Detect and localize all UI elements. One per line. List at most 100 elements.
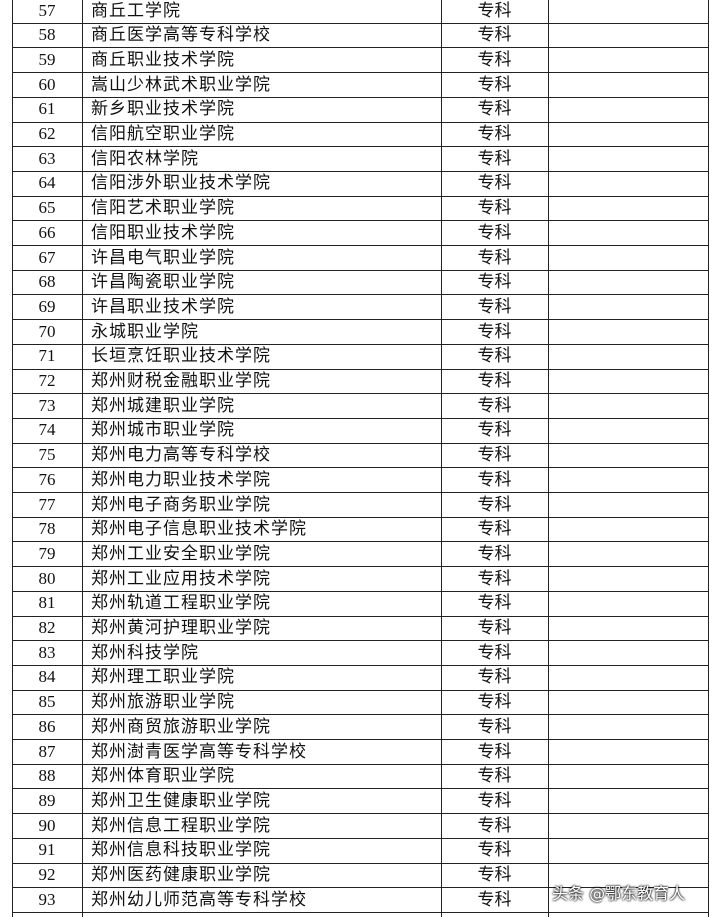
school-level: 专科: [477, 74, 512, 94]
row-border: [12, 146, 709, 147]
school-name: 新乡职业技术学院: [91, 99, 235, 119]
school-level: 专科: [477, 247, 512, 267]
school-name: 郑州轨道工程职业学院: [91, 593, 271, 613]
row-border: [12, 541, 709, 542]
row-number: 64: [38, 173, 56, 193]
school-name: 永城职业学院: [91, 321, 199, 341]
school-name: 商丘医学高等专科学校: [91, 25, 271, 45]
row-border: [12, 566, 709, 567]
row-border: [12, 72, 709, 73]
school-name: 郑州城市职业学院: [91, 420, 235, 440]
row-border: [12, 690, 709, 691]
column-border: [708, 0, 709, 917]
school-name: 郑州城建职业学院: [91, 395, 235, 415]
school-name: 郑州黄河护理职业学院: [91, 618, 271, 637]
row-border: [12, 344, 709, 345]
row-number: 75: [38, 445, 56, 465]
row-number: 73: [38, 395, 56, 415]
row-border: [12, 245, 709, 246]
school-level: 专科: [477, 173, 512, 193]
row-border: [12, 739, 709, 740]
school-level: 专科: [477, 667, 512, 687]
school-level: 专科: [477, 371, 512, 390]
school-name: 信阳航空职业学院: [91, 124, 235, 143]
row-number: 86: [38, 716, 56, 736]
row-number: 67: [38, 247, 56, 267]
row-number: 57: [38, 0, 56, 20]
row-number: 79: [38, 543, 56, 563]
row-border: [12, 764, 709, 765]
row-number: 72: [38, 371, 56, 390]
school-level: 专科: [477, 25, 512, 45]
school-level: 专科: [477, 49, 512, 69]
row-border: [12, 467, 709, 468]
row-number: 63: [38, 148, 56, 168]
school-name: 郑州电力高等专科学校: [91, 445, 271, 465]
school-name: 郑州电子商务职业学院: [91, 494, 271, 514]
row-border: [12, 418, 709, 419]
school-name: 信阳职业技术学院: [91, 222, 235, 242]
school-level: 专科: [477, 840, 512, 860]
school-level: 专科: [477, 445, 512, 465]
school-level: 专科: [477, 124, 512, 143]
school-name: 郑州医药健康职业学院: [91, 865, 271, 884]
row-border: [12, 23, 709, 24]
school-name: 郑州旅游职业学院: [91, 692, 235, 712]
school-level: 专科: [477, 222, 512, 242]
school-level: 专科: [477, 766, 512, 786]
school-level: 专科: [477, 346, 512, 366]
row-border: [12, 369, 709, 370]
school-name: 郑州工业安全职业学院: [91, 543, 271, 563]
column-border: [12, 0, 13, 917]
row-border: [12, 591, 709, 592]
row-border: [12, 220, 709, 221]
row-number: 78: [38, 519, 56, 539]
row-number: 62: [38, 124, 56, 143]
school-level: 专科: [477, 198, 512, 218]
row-border: [12, 122, 709, 123]
row-number: 66: [38, 222, 56, 242]
school-level: 专科: [477, 296, 512, 316]
row-number: 84: [38, 667, 56, 687]
row-border: [12, 788, 709, 789]
school-level: 专科: [477, 692, 512, 712]
row-number: 82: [38, 618, 56, 637]
row-number: 93: [38, 889, 56, 909]
row-number: 88: [38, 766, 56, 786]
school-level: 专科: [477, 642, 512, 662]
row-border: [12, 171, 709, 172]
school-name: 郑州体育职业学院: [91, 766, 235, 786]
school-name: 郑州信息科技职业学院: [91, 840, 271, 860]
row-number: 71: [38, 346, 56, 366]
row-number: 81: [38, 593, 56, 613]
school-name: 郑州澍青医学高等专科学校: [91, 741, 307, 761]
row-number: 80: [38, 568, 56, 588]
school-level: 专科: [477, 790, 512, 810]
school-name: 许昌陶瓷职业学院: [91, 272, 235, 292]
row-number: 60: [38, 74, 56, 94]
school-name: 信阳艺术职业学院: [91, 198, 235, 218]
row-border: [12, 196, 709, 197]
column-border: [548, 0, 549, 917]
column-border: [441, 0, 442, 917]
row-border: [12, 517, 709, 518]
row-number: 85: [38, 692, 56, 712]
row-border: [12, 640, 709, 641]
school-name: 郑州电子信息职业技术学院: [91, 519, 307, 539]
column-border: [82, 0, 83, 917]
school-level: 专科: [477, 0, 512, 20]
row-border: [12, 665, 709, 666]
school-level: 专科: [477, 543, 512, 563]
school-level: 专科: [477, 494, 512, 514]
school-name: 郑州财税金融职业学院: [91, 371, 271, 390]
row-number: 69: [38, 296, 56, 316]
school-level: 专科: [477, 741, 512, 761]
school-level: 专科: [477, 568, 512, 588]
school-name: 许昌电气职业学院: [91, 247, 235, 267]
school-name: 郑州卫生健康职业学院: [91, 790, 271, 810]
row-border: [12, 616, 709, 617]
school-level: 专科: [477, 272, 512, 292]
row-border: [12, 492, 709, 493]
row-number: 61: [38, 99, 56, 119]
row-number: 90: [38, 815, 56, 835]
